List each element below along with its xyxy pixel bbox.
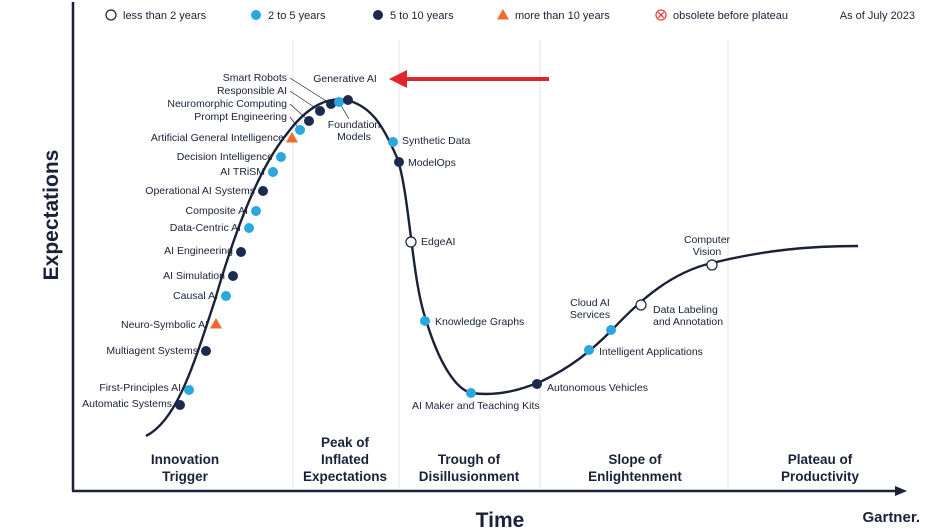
point-label-composite-ai: Composite AI [186,205,248,217]
point-marker-prompt-engineering [295,125,305,135]
point-label-neuromorphic-computing: Neuromorphic Computing [167,98,287,110]
point-marker-cloud-ai-services [606,325,616,335]
point-label-prompt-engineering: Prompt Engineering [194,111,287,123]
point-marker-composite-ai [251,206,261,216]
point-label-modelops: ModelOps [408,157,456,169]
point-marker-causal-ai [221,291,231,301]
point-label-generative-ai: Generative AI [313,73,377,85]
point-label-synthetic-data: Synthetic Data [402,135,470,147]
phase-label-slope-of-enlightenment: Slope of Enlightenment [588,452,682,484]
legend-label-5to10: 5 to 10 years [390,10,454,22]
point-label-edgeai: EdgeAI [421,236,455,248]
point-marker-smart-robots [326,99,336,109]
point-marker-intelligent-applications [584,345,594,355]
point-label-smart-robots: Smart Robots [223,72,287,84]
x-axis-arrowhead [895,486,907,496]
point-marker-ai-simulation [228,271,238,281]
point-marker-generative-ai [343,95,353,105]
point-label-ai-simulation: AI Simulation [163,270,225,282]
legend-marker-lt2 [105,9,117,21]
legend-label-obsolete: obsolete before plateau [673,10,788,22]
point-marker-foundation-models [334,97,344,107]
point-label-autonomous-vehicles: Autonomous Vehicles [547,382,648,394]
point-marker-knowledge-graphs [420,316,430,326]
point-marker-artificial-general-intelligence [286,132,298,143]
phase-label-innovation-trigger: Innovation Trigger [151,452,219,484]
point-label-cloud-ai-services: Cloud AI Services [570,297,610,321]
point-marker-responsible-ai [315,106,325,116]
gartner-logo: Gartner. [862,509,920,526]
point-marker-ai-engineering [236,247,246,257]
legend-marker-5to10 [373,10,383,20]
point-label-data-labeling-and-annotation: Data Labeling and Annotation [653,304,723,328]
point-marker-operational-ai-systems [258,186,268,196]
legend-marker-2to5 [251,10,261,20]
point-label-ai-engineering: AI Engineering [164,245,233,257]
legend-marker-obsolete [655,9,667,21]
point-label-decision-intelligence: Decision Intelligence [177,151,273,163]
point-label-multiagent-systems: Multiagent Systems [106,345,198,357]
y-axis-title: Expectations [40,150,63,281]
leader-line-responsible-ai [289,90,321,112]
point-label-ai-maker-and-teaching-kits: AI Maker and Teaching Kits [412,400,540,412]
highlight-arrow-head [389,70,407,88]
point-label-ai-trism: AI TRiSM [220,166,265,178]
point-label-foundation-models: Foundation Models [328,119,381,143]
point-marker-multiagent-systems [201,346,211,356]
leader-line-smart-robots [289,77,332,105]
point-label-artificial-general-intelligence: Artificial General Intelligence [151,132,284,144]
point-marker-first-principles-ai [184,385,194,395]
legend-label-gt10: more than 10 years [515,10,610,22]
legend-label-lt2: less than 2 years [123,10,207,22]
point-marker-autonomous-vehicles [532,379,542,389]
point-label-automatic-systems: Automatic Systems [82,398,172,410]
point-marker-neuro-symbolic-ai [210,318,222,329]
point-label-knowledge-graphs: Knowledge Graphs [435,316,524,328]
point-marker-automatic-systems [175,400,185,410]
point-label-responsible-ai: Responsible AI [217,85,287,97]
point-marker-modelops [394,157,404,167]
phase-label-trough-of-disillusionment: Trough of Disillusionment [419,452,520,484]
point-label-neuro-symbolic-ai: Neuro-Symbolic AI [121,319,208,331]
point-label-computer-vision: Computer Vision [684,234,731,258]
point-marker-data-centric-ai [244,223,254,233]
point-marker-edgeai [405,236,417,248]
point-label-first-principles-ai: First-Principles AI [99,382,181,394]
point-label-intelligent-applications: Intelligent Applications [599,346,703,358]
as-of-date: As of July 2023 [840,10,915,22]
x-axis-title: Time [476,509,525,530]
legend-marker-gt10 [497,9,509,20]
phase-label-peak-of-inflated-expectations: Peak of Inflated Expectations [303,435,387,484]
point-marker-ai-maker-and-teaching-kits [466,388,476,398]
point-marker-computer-vision [706,259,718,271]
phase-label-plateau-of-productivity: Plateau of Productivity [781,452,860,484]
legend: less than 2 years 2 to 5 years 5 to 10 yea… [105,9,788,22]
point-marker-data-labeling-and-annotation [635,299,647,311]
point-label-data-centric-ai: Data-Centric AI [170,222,241,234]
point-marker-neuromorphic-computing [304,116,314,126]
point-marker-ai-trism [268,167,278,177]
phase-labels: Innovation Trigger Peak of Inflated Expectat… [151,435,860,484]
legend-label-2to5: 2 to 5 years [268,10,326,22]
hype-curve [145,98,859,438]
point-label-causal-ai: Causal AI [173,290,218,302]
point-label-operational-ai-systems: Operational AI Systems [145,185,255,197]
point-marker-decision-intelligence [276,152,286,162]
point-marker-synthetic-data [388,137,398,147]
